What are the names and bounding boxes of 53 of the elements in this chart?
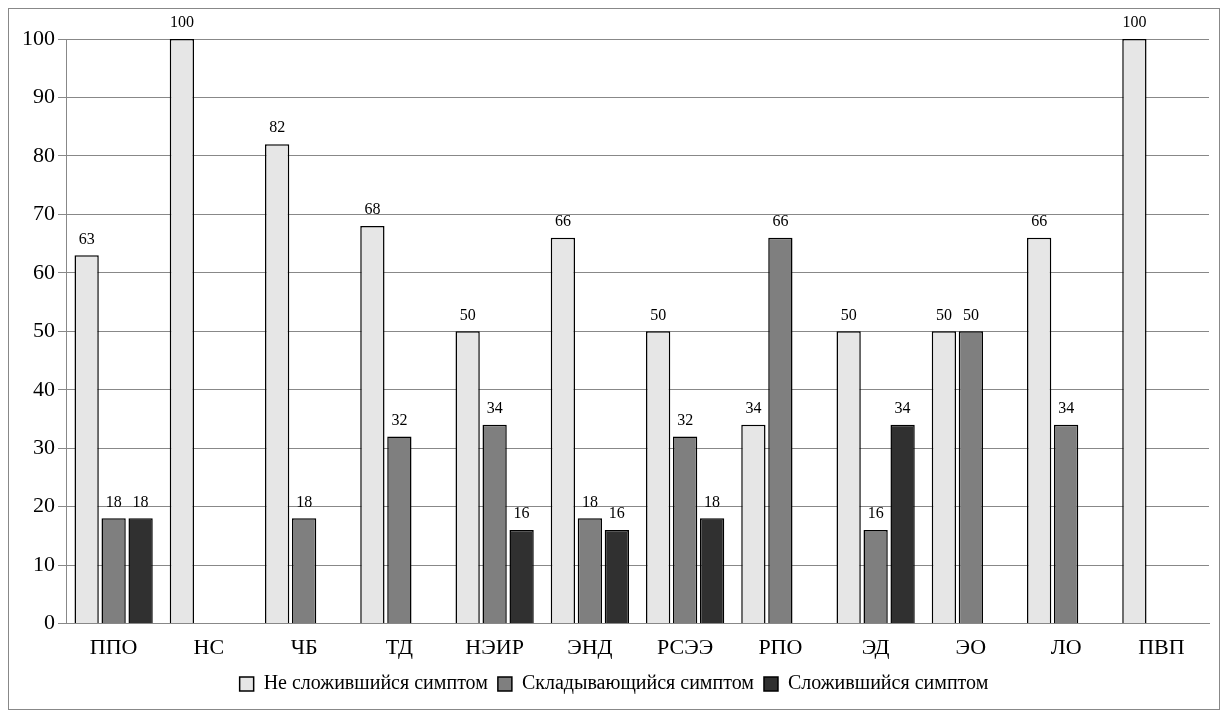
y-tick-label: 70: [33, 200, 55, 226]
data-label: 100: [169, 13, 194, 31]
data-label: 18: [132, 492, 149, 510]
data-label: 18: [581, 492, 598, 510]
data-label: 34: [745, 399, 762, 417]
data-label: 66: [1031, 211, 1048, 229]
y-tick-label: 100: [22, 24, 55, 50]
x-tick-label: ПВП: [1138, 633, 1185, 659]
data-label: 50: [459, 305, 476, 323]
x-tick-label: ЛО: [1050, 633, 1082, 659]
legend-label: Складывающийся симптом: [521, 671, 755, 695]
x-tick-label: РПО: [758, 633, 803, 659]
x-tick-label: ЭО: [955, 633, 987, 659]
data-label: 18: [704, 492, 721, 510]
x-tick-label: НС: [193, 633, 225, 659]
data-label: 34: [1058, 399, 1075, 417]
data-label: 34: [486, 399, 503, 417]
data-label: 50: [650, 305, 667, 323]
data-label: 82: [269, 118, 286, 136]
y-tick-label: 60: [33, 258, 55, 284]
y-tick-label: 0: [44, 609, 55, 635]
data-label: 50: [935, 305, 952, 323]
data-label: 18: [296, 492, 313, 510]
data-label: 66: [772, 211, 789, 229]
x-tick-label: ТД: [385, 633, 413, 659]
y-tick-label: 90: [33, 83, 55, 109]
y-tick-label: 10: [33, 550, 55, 576]
data-label: 34: [894, 399, 911, 417]
y-tick-label: 20: [33, 492, 55, 518]
legend-label: Сложившийся симптом: [787, 671, 989, 694]
data-label: 63: [78, 229, 95, 247]
data-label: 18: [105, 492, 122, 510]
data-label: 16: [608, 504, 625, 522]
data-label: 50: [840, 305, 857, 323]
data-label: 50: [962, 305, 979, 323]
y-tick-label: 30: [33, 434, 55, 459]
y-tick-label: 80: [33, 141, 55, 167]
legend-label: Не сложившийся симптом: [263, 671, 489, 694]
data-label: 32: [677, 410, 694, 428]
y-tick-label: 50: [33, 317, 55, 343]
data-label: 100: [1122, 13, 1147, 31]
x-tick-label: ППО: [89, 633, 138, 659]
x-tick-label: ЭД: [861, 633, 890, 659]
y-tick-label: 40: [33, 375, 55, 401]
x-tick-label: ЧБ: [290, 633, 318, 659]
data-label: 32: [391, 410, 408, 428]
x-tick-label: ЭНД: [567, 633, 613, 659]
x-tick-label: НЭИР: [465, 633, 524, 659]
data-label: 68: [364, 200, 381, 218]
data-label: 16: [513, 504, 530, 522]
data-label: 66: [554, 211, 571, 229]
x-tick-label: РСЭЭ: [657, 633, 714, 659]
data-label: 16: [867, 504, 884, 522]
